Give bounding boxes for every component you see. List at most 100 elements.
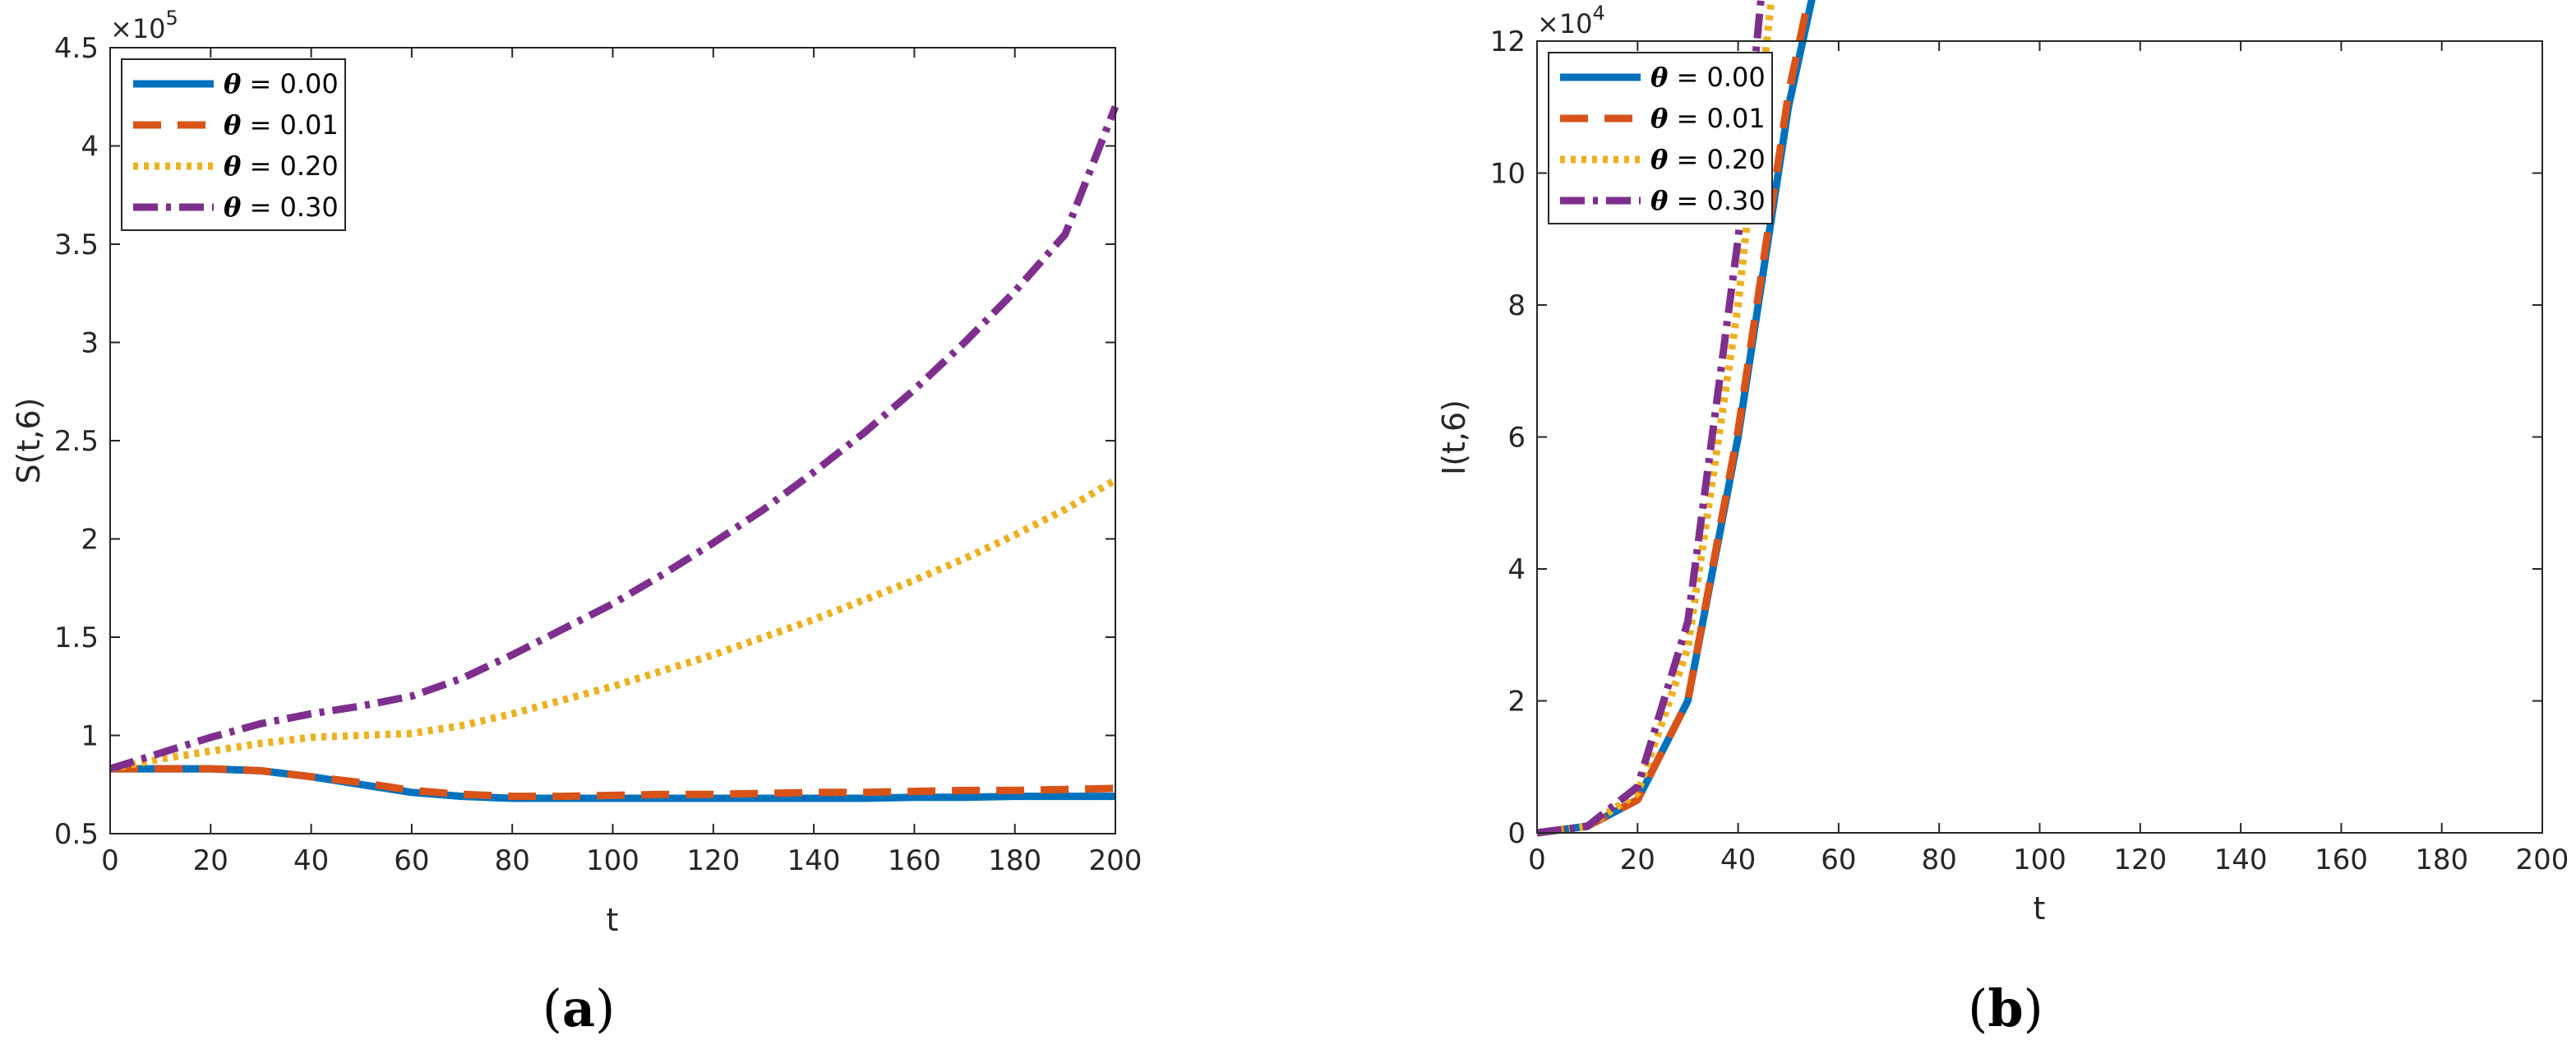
y-tick-label-a-2: 1.5 — [54, 622, 99, 654]
x-tick-label-b-0: 0 — [1528, 844, 1546, 876]
y-tick-label-b-6: 12 — [1490, 25, 1526, 58]
caption-open-b: ( — [1968, 978, 1987, 1038]
legend-a: θ = 0.00θ = 0.01θ = 0.20θ = 0.30 — [121, 58, 346, 231]
exponent-power-a: 5 — [166, 7, 178, 30]
legend-theta-a-0: θ — [224, 68, 242, 99]
legend-label-b-3: θ = 0.30 — [1650, 185, 1766, 216]
x-tick-label-b-10: 200 — [2516, 844, 2569, 876]
series-line-a-3 — [108, 105, 1119, 773]
x-tick-label-b-8: 160 — [2315, 844, 2368, 876]
legend-box-b — [1548, 52, 1773, 224]
x-tick-label-a-10: 200 — [1089, 844, 1143, 877]
y-tick-label-b-3: 6 — [1507, 422, 1526, 455]
x-tick-label-b-1: 20 — [1620, 844, 1655, 876]
caption-letter-a: a — [562, 978, 595, 1038]
y-tick-label-a-0: 0.5 — [54, 818, 99, 851]
series-layer-b — [1536, 0, 1816, 837]
y-ticks-b: 0 2 4 6 8 10 12 — [1490, 25, 2542, 850]
y-tick-label-a-5: 3 — [81, 327, 99, 360]
legend-b: θ = 0.00θ = 0.01θ = 0.20θ = 0.30 — [1548, 52, 1773, 224]
series-line-a-2 — [109, 476, 1118, 773]
series-line-a-1 — [110, 765, 1116, 801]
y-tick-label-a-6: 3.5 — [54, 229, 99, 261]
y-ticks-a: 0.5 1 1.5 2 2.5 3 3.5 4 4.5 — [54, 32, 1115, 851]
y-tick-label-a-4: 2.5 — [54, 425, 99, 458]
x-tick-label-a-9: 180 — [988, 844, 1041, 877]
legend-value-b-0: = 0.00 — [1668, 62, 1765, 93]
x-tick-label-a-2: 40 — [293, 844, 329, 877]
x-tick-label-a-4: 80 — [495, 844, 530, 877]
series-line-b-0 — [1536, 0, 1816, 837]
x-tick-label-b-9: 180 — [2415, 844, 2468, 876]
y-tick-label-b-5: 10 — [1490, 158, 1526, 191]
exponent-power-b: 4 — [1593, 2, 1605, 25]
x-ticks-b: 0 20 40 60 80 100 120 140 160 180 200 — [1528, 41, 2569, 876]
caption-open-a: ( — [542, 978, 562, 1038]
x-axis-label-a: t — [607, 902, 619, 938]
panel-a: 0 20 40 60 80 100 120 140 160 180 200 0.5 1 1.5 2 2.5 3… — [11, 7, 1142, 1038]
legend-value-b-1: = 0.01 — [1668, 103, 1765, 134]
x-tick-label-b-2: 40 — [1720, 844, 1756, 876]
y-tick-label-b-1: 2 — [1507, 686, 1526, 719]
legend-box-a — [121, 58, 346, 231]
legend-label-b-2: θ = 0.20 — [1650, 144, 1766, 175]
legend-label-a-2: θ = 0.20 — [224, 150, 339, 182]
legend-theta-a-3: θ — [224, 192, 242, 223]
legend-value-b-2: = 0.20 — [1668, 144, 1765, 175]
y-tick-label-b-2: 4 — [1507, 553, 1526, 586]
legend-entries-b: θ = 0.00θ = 0.01θ = 0.20θ = 0.30 — [1560, 62, 1766, 216]
legend-label-a-1: θ = 0.01 — [224, 109, 339, 141]
y-exponent-a: ×105 — [110, 7, 178, 44]
y-tick-label-a-3: 2 — [81, 524, 99, 557]
x-tick-label-a-6: 120 — [686, 844, 740, 877]
legend-theta-b-0: θ — [1650, 62, 1669, 93]
y-axis-label-b: I(t,6) — [1436, 400, 1472, 475]
x-tick-label-a-7: 140 — [787, 844, 841, 877]
legend-label-b-0: θ = 0.00 — [1650, 62, 1766, 93]
legend-label-a-3: θ = 0.30 — [224, 192, 339, 223]
x-tick-label-a-0: 0 — [101, 844, 119, 877]
x-ticks-a: 0 20 40 60 80 100 120 140 160 180 200 — [101, 48, 1142, 877]
y-axis-label-a: S(t,6) — [11, 398, 47, 484]
legend-theta-b-2: θ — [1650, 144, 1669, 175]
x-tick-label-b-5: 100 — [2013, 844, 2066, 876]
exponent-base-a: ×10 — [110, 13, 166, 44]
legend-value-b-3: = 0.30 — [1668, 185, 1765, 216]
caption-close-a: ) — [595, 978, 615, 1038]
caption-letter-b: b — [1987, 978, 2023, 1038]
x-tick-label-a-1: 20 — [193, 844, 229, 877]
y-exponent-b: ×104 — [1537, 2, 1605, 39]
x-tick-label-b-4: 80 — [1922, 844, 1957, 876]
x-tick-label-a-8: 160 — [888, 844, 941, 877]
panel-caption-b: (b) — [1968, 978, 2043, 1038]
y-tick-label-a-1: 1 — [81, 720, 99, 753]
exponent-base-b: ×10 — [1537, 8, 1593, 39]
y-tick-label-b-0: 0 — [1507, 817, 1526, 850]
x-tick-label-a-5: 100 — [586, 844, 639, 877]
panel-caption-a: (a) — [542, 978, 616, 1038]
legend-value-a-0: = 0.00 — [241, 68, 338, 99]
x-axis-label-b: t — [2034, 890, 2046, 927]
caption-close-b: ) — [2024, 978, 2043, 1038]
y-tick-label-a-7: 4 — [81, 131, 99, 164]
series-line-b-3 — [1536, 0, 1765, 837]
series-layer-a — [108, 105, 1119, 802]
x-tick-label-a-3: 60 — [394, 844, 429, 877]
legend-value-a-3: = 0.30 — [241, 192, 338, 223]
x-tick-label-b-7: 140 — [2214, 844, 2268, 876]
legend-theta-b-1: θ — [1650, 103, 1669, 134]
legend-entries-a: θ = 0.00θ = 0.01θ = 0.20θ = 0.30 — [133, 68, 339, 223]
legend-label-a-0: θ = 0.00 — [224, 68, 339, 99]
legend-value-a-2: = 0.20 — [241, 150, 338, 182]
y-tick-label-b-4: 8 — [1507, 289, 1526, 322]
legend-value-a-1: = 0.01 — [241, 109, 338, 141]
legend-label-b-1: θ = 0.01 — [1650, 103, 1766, 134]
y-tick-label-a-8: 4.5 — [54, 32, 99, 65]
legend-theta-b-3: θ — [1650, 185, 1669, 216]
legend-theta-a-1: θ — [224, 109, 242, 141]
x-tick-label-b-6: 120 — [2113, 844, 2167, 876]
legend-theta-a-2: θ — [224, 150, 242, 182]
x-tick-label-b-3: 60 — [1821, 844, 1856, 876]
